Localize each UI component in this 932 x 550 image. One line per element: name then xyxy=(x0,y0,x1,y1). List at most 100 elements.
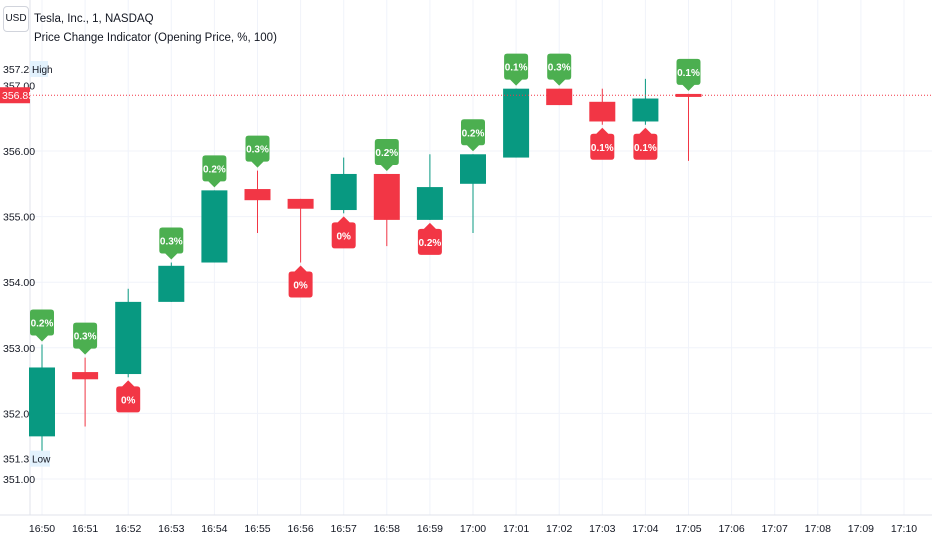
change-label: 0.2% xyxy=(374,138,399,171)
change-label: 0.3% xyxy=(159,227,184,260)
change-label: 0.2% xyxy=(417,222,442,255)
price-tick-label: 356.00 xyxy=(3,146,35,158)
price-tick-label: 352.00 xyxy=(3,408,35,420)
time-tick-label: 16:54 xyxy=(201,523,227,535)
candle-body xyxy=(29,367,55,437)
change-label-bg xyxy=(288,265,313,298)
price-tick-label: 355.00 xyxy=(3,212,35,224)
symbol-title[interactable]: Tesla, Inc., 1, NASDAQ xyxy=(34,13,154,25)
time-tick-label: 16:55 xyxy=(244,523,270,535)
indicator-title[interactable]: Price Change Indicator (Opening Price, %… xyxy=(34,32,277,44)
candle-body xyxy=(416,187,443,220)
candle-body xyxy=(287,198,314,209)
change-label-bg xyxy=(590,127,615,160)
candle-body xyxy=(589,101,616,122)
change-label-text: 0.3% xyxy=(548,63,571,74)
candle-body xyxy=(632,98,659,122)
change-label-text: 0% xyxy=(121,395,136,406)
low-label: Low xyxy=(32,455,51,466)
candle-body xyxy=(503,88,530,158)
change-label-bg xyxy=(331,216,356,249)
change-label: 0.2% xyxy=(30,309,54,342)
time-tick-label: 17:00 xyxy=(460,523,486,535)
time-tick-label: 16:53 xyxy=(158,523,184,535)
time-tick-label: 17:06 xyxy=(718,523,744,535)
high-label-bg xyxy=(30,61,48,77)
change-label-text: 0.1% xyxy=(677,68,700,79)
candle-body xyxy=(675,93,702,97)
time-tick-label: 16:59 xyxy=(417,523,443,535)
change-label-bg xyxy=(73,322,98,355)
time-tick-label: 17:02 xyxy=(546,523,572,535)
change-label-text: 0% xyxy=(336,231,351,242)
time-axis[interactable]: 16:50 16:51 16:52 16:53 16:54 16:55 16:56 16:57… xyxy=(29,523,917,535)
time-tick-label: 17:01 xyxy=(503,523,529,535)
change-label: 0% xyxy=(288,265,313,298)
time-tick-label: 17:07 xyxy=(762,523,788,535)
candle-body xyxy=(244,189,271,201)
time-tick-label: 16:50 xyxy=(29,523,55,535)
candle-body xyxy=(158,265,185,302)
change-label: 0.3% xyxy=(245,135,270,168)
price-axis[interactable]: 351.00352.00353.00354.00355.00356.00357.… xyxy=(3,80,35,486)
change-label-bg xyxy=(202,155,227,188)
change-label: 0.1% xyxy=(504,53,529,86)
change-label-bg xyxy=(116,380,141,413)
time-tick-label: 17:04 xyxy=(632,523,658,535)
change-label-bg xyxy=(504,53,529,86)
change-label: 0.3% xyxy=(73,322,98,355)
change-label: 0.2% xyxy=(202,155,227,188)
current-price-value: 356.85 xyxy=(2,90,34,102)
change-label-bg xyxy=(159,227,184,260)
change-label: 0% xyxy=(116,380,141,413)
change-label-text: 0.2% xyxy=(203,164,226,175)
change-label: 0.1% xyxy=(676,58,701,91)
change-label-text: 0.2% xyxy=(375,148,398,159)
change-labels: 0.2% 0.3% 0% 0.3% 0.2% 0.3% 0% 0% 0.2% 0.2% 0.2% 0.… xyxy=(30,53,701,413)
candle-body xyxy=(201,190,228,263)
change-label-text: 0.1% xyxy=(591,143,614,154)
change-label-text: 0.3% xyxy=(160,237,183,248)
chart-legend: Tesla, Inc., 1, NASDAQ Price Change Indi… xyxy=(34,10,277,48)
change-label: 0.2% xyxy=(461,119,485,152)
time-tick-label: 16:56 xyxy=(287,523,313,535)
candle-body xyxy=(460,154,486,184)
change-label-bg xyxy=(547,53,572,86)
change-label-text: 0% xyxy=(293,281,308,292)
time-tick-label: 17:05 xyxy=(675,523,701,535)
change-label-bg xyxy=(417,222,442,255)
candle-body xyxy=(72,372,99,380)
change-label-bg xyxy=(30,309,54,342)
change-label-bg xyxy=(676,58,701,91)
high-label: High xyxy=(32,65,53,76)
candles xyxy=(29,78,702,459)
change-label-bg xyxy=(245,135,270,168)
time-tick-label: 17:08 xyxy=(805,523,831,535)
change-label: 0% xyxy=(331,216,356,249)
low-label-bg xyxy=(30,450,50,467)
change-label-text: 0.2% xyxy=(31,319,54,330)
change-label: 0.3% xyxy=(547,53,572,86)
change-label-text: 0.1% xyxy=(505,63,528,74)
change-label-text: 0.2% xyxy=(462,128,485,139)
change-label-text: 0.1% xyxy=(634,143,657,154)
change-label-text: 0.3% xyxy=(246,145,269,156)
change-label-bg xyxy=(633,127,658,160)
change-label-text: 0.2% xyxy=(419,238,442,249)
candle-body xyxy=(115,301,142,375)
time-tick-label: 16:51 xyxy=(72,523,98,535)
grid-lines xyxy=(0,0,932,516)
price-tick-label: 354.00 xyxy=(3,277,35,289)
time-tick-label: 17:03 xyxy=(589,523,615,535)
price-tick-label: 353.00 xyxy=(3,343,35,355)
change-label-bg xyxy=(374,138,399,171)
time-tick-label: 17:09 xyxy=(848,523,874,535)
currency-badge[interactable]: USD xyxy=(3,6,29,32)
low-price-value: 351.31 xyxy=(3,454,35,466)
time-tick-label: 16:58 xyxy=(374,523,400,535)
price-tick-label: 351.00 xyxy=(3,474,35,486)
change-label: 0.1% xyxy=(633,127,658,160)
time-tick-label: 16:57 xyxy=(331,523,357,535)
